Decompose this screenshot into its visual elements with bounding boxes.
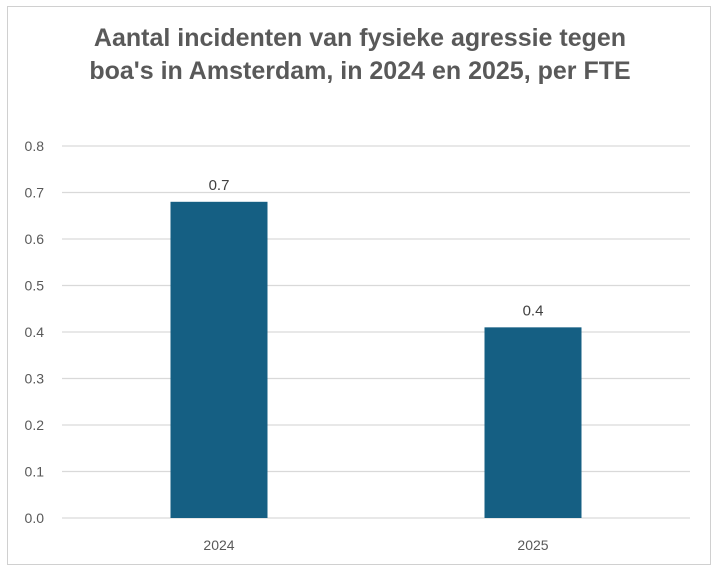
data-label-2024: 0.7 [209, 177, 230, 194]
y-tick-label: 0.2 [25, 417, 45, 433]
bar-2025 [484, 327, 582, 518]
y-tick-label: 0.0 [25, 510, 45, 526]
data-label-2025: 0.4 [523, 302, 544, 319]
y-tick-label: 0.6 [25, 231, 45, 247]
bar-2024 [170, 201, 268, 519]
chart-title: Aantal incidenten van fysieke agressie t… [89, 24, 631, 85]
data-labels: 0.7 0.4 [209, 177, 544, 320]
y-tick-label: 0.1 [25, 464, 45, 480]
y-tick-label: 0.8 [25, 138, 45, 154]
y-tick-label: 0.4 [25, 324, 45, 340]
y-tick-label: 0.7 [25, 185, 45, 201]
y-axis-tick-labels: 0.0 0.1 0.2 0.3 0.4 0.5 0.6 0.7 0.8 [25, 138, 45, 526]
y-tick-label: 0.5 [25, 278, 45, 294]
x-axis-tick-labels: 2024 2025 [203, 537, 548, 553]
gridlines [62, 145, 690, 519]
x-tick-label: 2025 [517, 537, 548, 553]
y-tick-label: 0.3 [25, 371, 45, 387]
bars [170, 201, 582, 519]
x-tick-label: 2024 [203, 537, 234, 553]
